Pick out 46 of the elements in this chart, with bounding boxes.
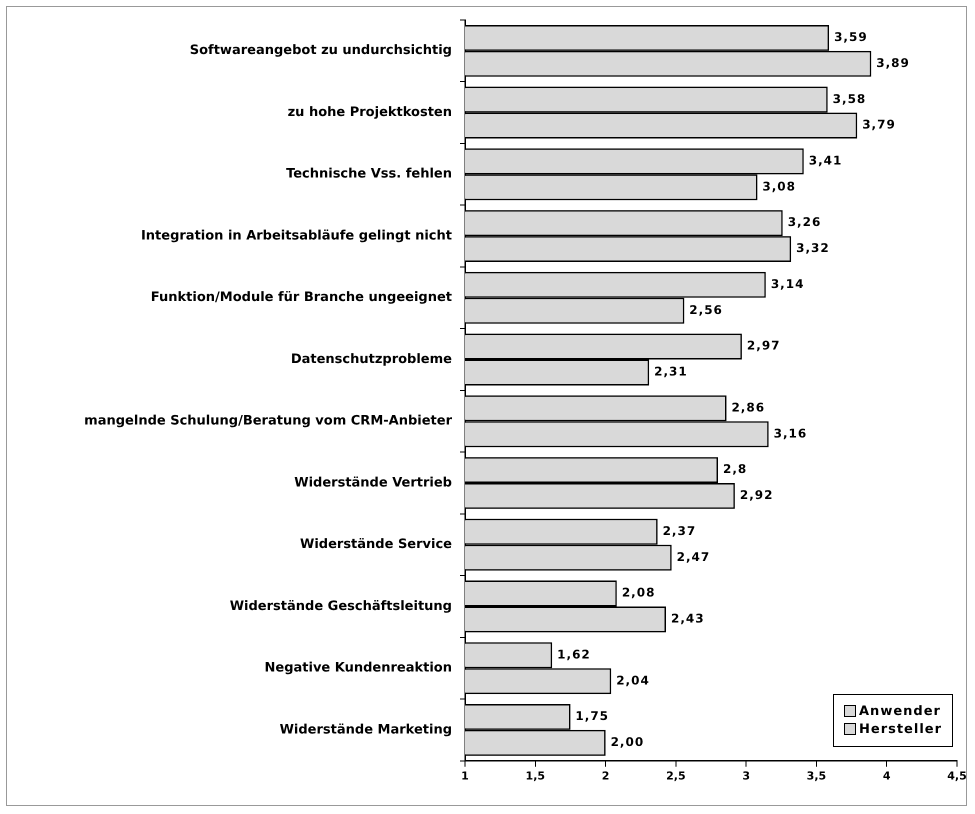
y-tick-label: Widerstände Service — [300, 537, 452, 552]
data-label: 1,75 — [575, 709, 610, 724]
x-tick-label: 4,5 — [947, 769, 967, 782]
data-label: 2,86 — [731, 400, 766, 414]
x-tick-label: 2,5 — [666, 769, 686, 782]
y-tick-label: zu hohe Projektkosten — [288, 104, 452, 120]
data-label: 2,97 — [746, 338, 781, 353]
y-tick-label: Widerstände Vertrieb — [294, 475, 452, 490]
data-label: 1,62 — [557, 647, 591, 662]
x-tick-label: 1 — [461, 769, 469, 782]
x-tick-label: 1,5 — [526, 769, 546, 782]
data-label: 3,08 — [762, 179, 796, 194]
data-label: 2,00 — [610, 735, 644, 750]
data-label: 3,89 — [876, 56, 910, 70]
legend-label: Anwender — [858, 704, 942, 719]
y-tick-label: Integration in Arbeitsabläufe gelingt nicht — [140, 228, 452, 244]
data-label: 2,92 — [740, 488, 774, 502]
data-label: 2,37 — [662, 524, 696, 538]
data-label: 2,31 — [654, 364, 688, 379]
data-label: 3,26 — [788, 215, 822, 230]
y-tick-label: Widerstände Marketing — [280, 722, 452, 738]
legend-label: Hersteller — [858, 722, 942, 737]
y-tick-label: Negative Kundenreaktion — [264, 660, 452, 676]
data-label: 3,41 — [808, 153, 842, 168]
data-label: 2,08 — [622, 586, 656, 600]
data-label: 3,16 — [774, 426, 808, 440]
data-label: 3,32 — [796, 241, 830, 256]
x-tick-label: 4 — [882, 769, 891, 782]
data-label: 3,79 — [862, 118, 896, 132]
data-label: 2,04 — [616, 673, 650, 688]
x-tick-label: 2 — [602, 769, 610, 782]
data-label: 3,14 — [770, 276, 804, 291]
y-tick-label: Funktion/Module für Branche ungeeignet — [150, 290, 452, 306]
data-label: 2,8 — [723, 462, 748, 476]
y-tick-label: mangelnde Schulung/Beratung vom CRM-Anbieter — [84, 414, 453, 429]
x-tick-label: 3 — [742, 769, 750, 782]
data-label: 3,58 — [832, 92, 866, 106]
y-tick-label: Softwareangebot zu undurchsichtig — [190, 43, 452, 58]
data-label: 2,47 — [676, 550, 710, 564]
x-tick-label: 3,5 — [806, 769, 826, 782]
data-label: 3,59 — [834, 30, 868, 44]
y-tick-label: Datenschutzprobleme — [290, 352, 452, 367]
y-tick-label: Technische Vss. fehlen — [286, 166, 452, 182]
data-label: 2,43 — [671, 612, 705, 626]
data-label: 2,56 — [689, 302, 723, 317]
y-tick-label: Widerstände Geschäftsleitung — [230, 598, 452, 614]
